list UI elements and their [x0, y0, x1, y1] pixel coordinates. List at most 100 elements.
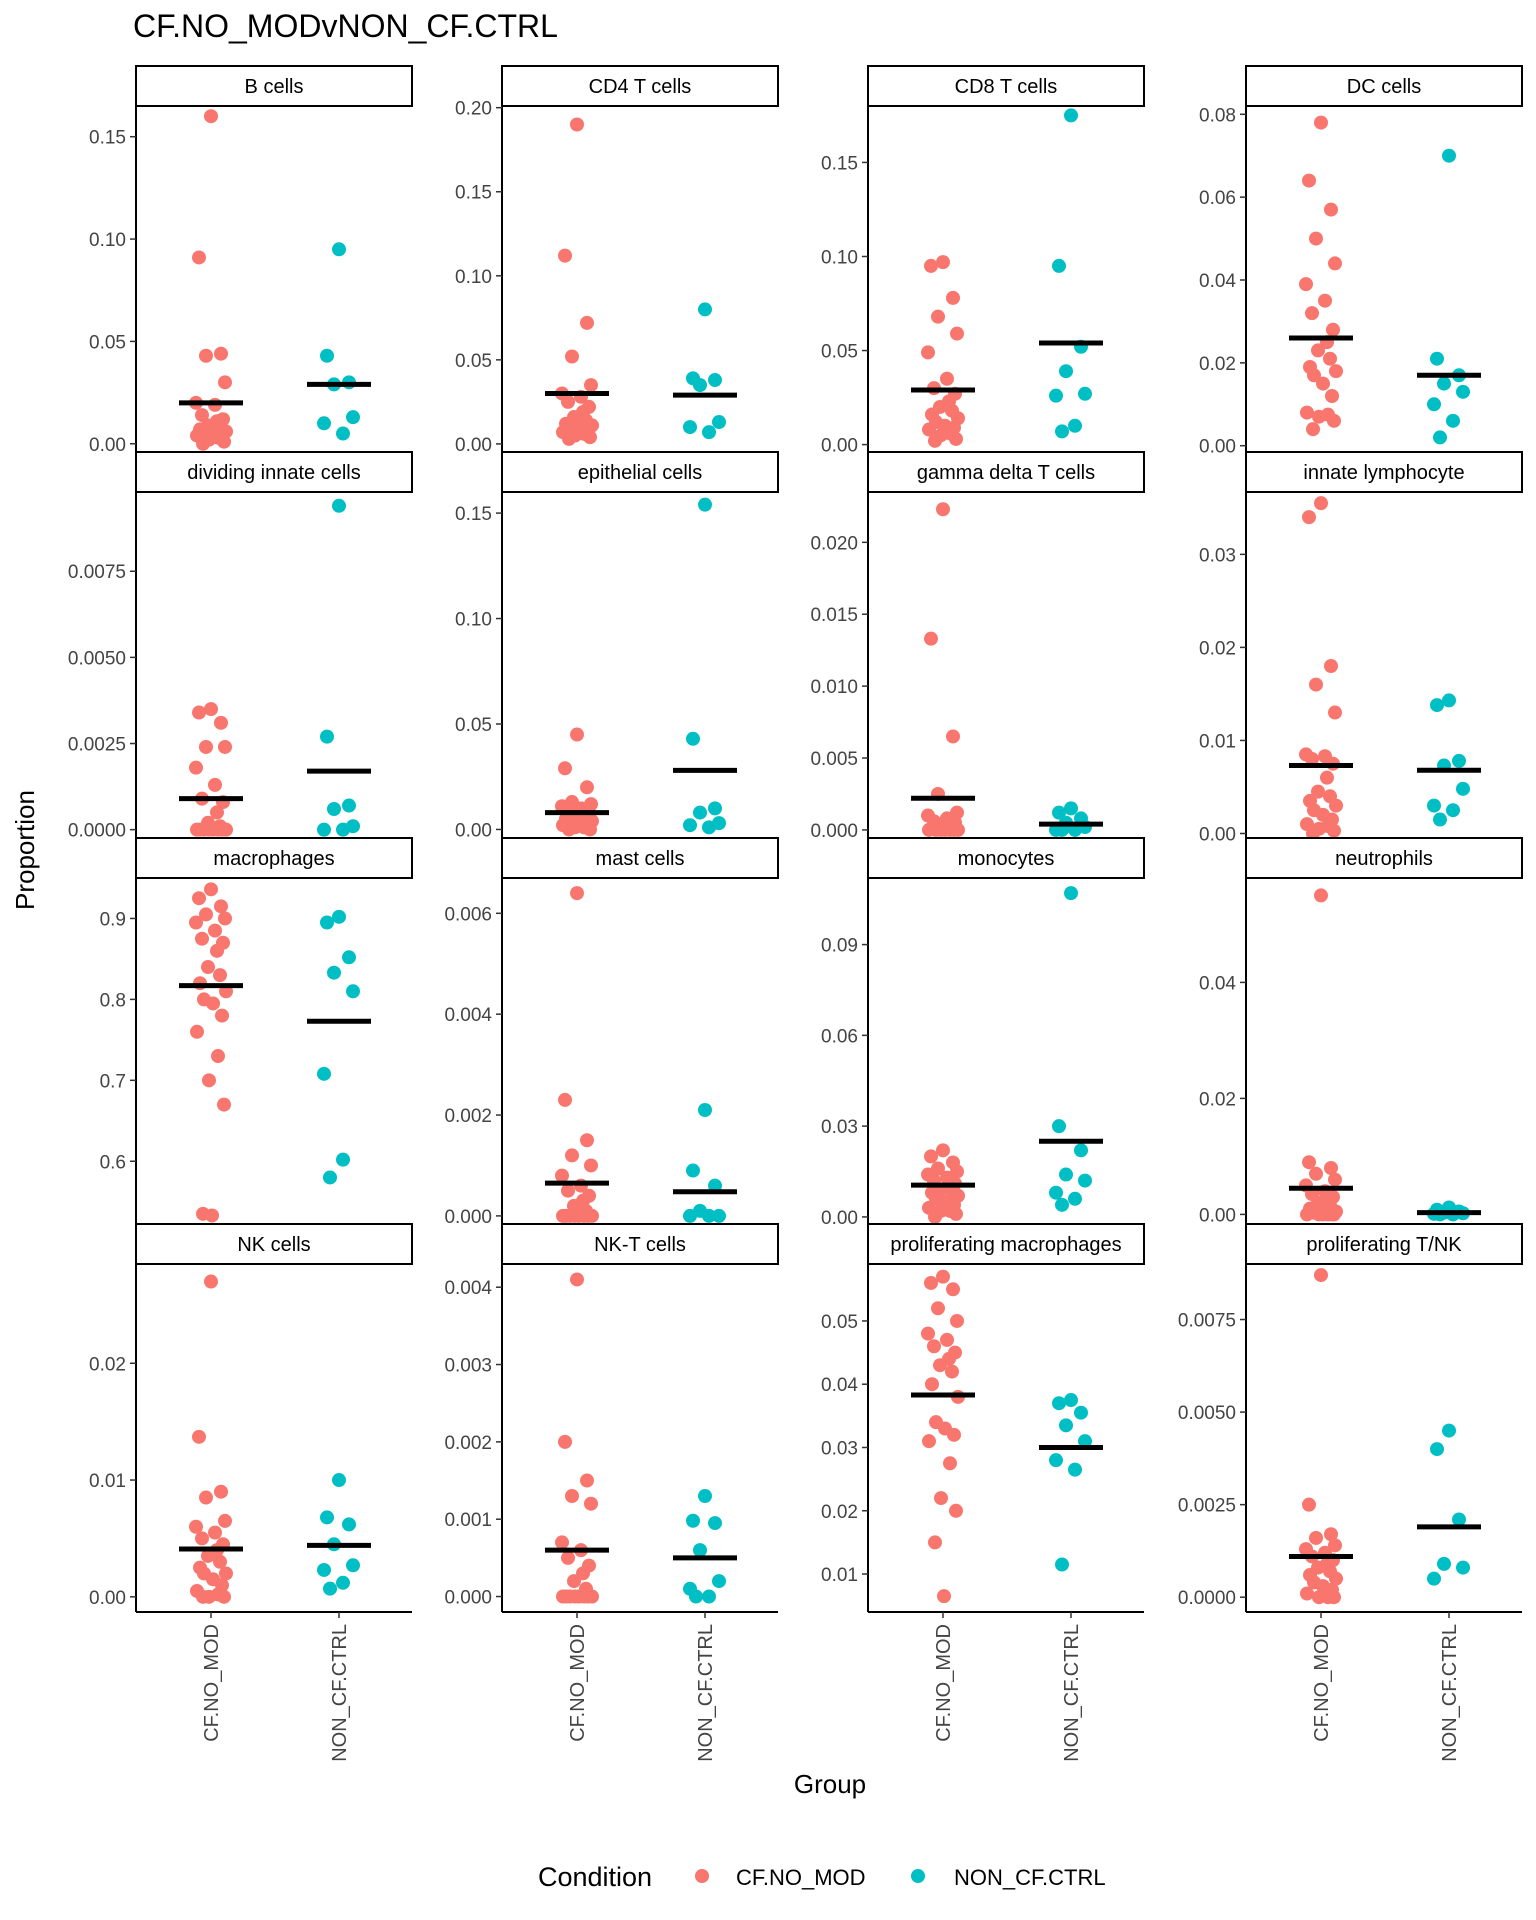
data-point-ctrl	[1064, 1393, 1078, 1408]
data-point-cf	[1311, 784, 1325, 799]
data-point-ctrl	[686, 1163, 700, 1178]
data-point-ctrl	[1064, 108, 1078, 123]
data-point-cf	[943, 1456, 957, 1471]
data-point-cf	[210, 943, 224, 958]
data-point-cf	[583, 430, 597, 445]
data-point-cf	[195, 931, 209, 946]
facet-strip	[501, 65, 779, 107]
data-point-cf	[208, 777, 222, 792]
data-point-cf	[558, 248, 572, 263]
data-point-cf	[924, 258, 938, 273]
y-tick-label: 0.020	[810, 533, 858, 554]
data-point-cf	[921, 345, 935, 360]
y-tick-label: 0.015	[810, 605, 858, 626]
data-point-ctrl	[320, 348, 334, 363]
data-point-ctrl	[1078, 386, 1092, 401]
data-point-cf	[561, 394, 575, 409]
data-point-cf	[1312, 409, 1326, 424]
data-point-ctrl	[336, 1152, 350, 1167]
data-point-ctrl	[702, 820, 716, 835]
y-tick-label: 0.15	[455, 183, 492, 204]
data-point-ctrl	[1452, 753, 1466, 768]
data-point-cf	[1302, 1497, 1316, 1512]
x-tick-label: CF.NO_MOD	[933, 1624, 955, 1742]
y-tick-label: 0.002	[444, 1106, 492, 1127]
y-tick-label: 0.00	[1199, 1205, 1236, 1226]
data-point-cf	[1300, 1586, 1314, 1601]
y-tick-label: 0.15	[455, 504, 492, 525]
data-point-cf	[218, 375, 232, 390]
data-point-cf	[949, 1206, 963, 1221]
facet-title: proliferating T/NK	[1306, 1234, 1462, 1256]
y-tick-label: 0.05	[821, 342, 858, 363]
facet-panel: proliferating macrophages 0.01 0.02 0.03 0.0…	[821, 1223, 1145, 1618]
data-point-cf	[1300, 1207, 1314, 1222]
facet-strip	[501, 1223, 779, 1265]
data-point-ctrl	[686, 1513, 700, 1528]
data-point-cf	[584, 1158, 598, 1173]
data-point-cf	[921, 1326, 935, 1341]
y-tick-label: 0.15	[821, 153, 858, 174]
data-point-cf	[218, 1513, 232, 1528]
facet-title: DC cells	[1347, 76, 1421, 98]
data-point-cf	[1314, 115, 1328, 130]
facet-title: neutrophils	[1335, 848, 1433, 870]
data-point-cf	[218, 739, 232, 754]
data-point-ctrl	[1052, 805, 1066, 820]
data-point-ctrl	[342, 950, 356, 965]
data-point-ctrl	[693, 378, 707, 393]
data-point-ctrl	[1430, 1442, 1444, 1457]
data-point-cf	[1312, 1590, 1326, 1605]
data-point-cf	[196, 1589, 210, 1604]
data-point-cf	[202, 822, 216, 837]
facet-strip	[135, 837, 413, 879]
data-point-ctrl	[1430, 698, 1444, 713]
data-point-cf	[204, 109, 218, 124]
data-point-cf	[217, 1589, 231, 1604]
y-tick-label: 0.00	[1199, 824, 1236, 845]
data-point-cf	[949, 1503, 963, 1518]
y-tick-label: 0.0025	[1178, 1496, 1236, 1517]
data-point-cf	[1328, 256, 1342, 271]
data-point-cf	[568, 1589, 582, 1604]
data-point-ctrl	[1427, 397, 1441, 412]
data-point-cf	[1326, 322, 1340, 337]
data-point-cf	[206, 996, 220, 1011]
data-point-cf	[584, 1496, 598, 1511]
data-point-ctrl	[1064, 801, 1078, 816]
y-tick-label: 0.0050	[1178, 1403, 1236, 1424]
data-point-ctrl	[342, 798, 356, 813]
data-point-cf	[922, 422, 936, 437]
data-point-cf	[1309, 1530, 1323, 1545]
y-tick-label: 0.0000	[68, 821, 126, 842]
y-tick-label: 0.00	[455, 820, 492, 841]
data-point-cf	[1309, 677, 1323, 692]
facet-panel: epithelial cells 0.00 0.05 0.10 0.15	[455, 451, 779, 841]
facet-panel: NK cells 0.00 0.01 0.02	[89, 1223, 413, 1618]
data-point-cf	[558, 1434, 572, 1449]
facet-strip	[1245, 451, 1523, 493]
facet-panel: DC cells 0.00 0.02 0.04 0.06 0.08	[1199, 65, 1523, 458]
data-point-cf	[936, 1143, 950, 1158]
y-tick-label: 0.15	[89, 128, 126, 149]
x-tick-labels: CF.NO_MOD NON_CF.CTRL CF.NO_MOD NON_CF.CTRL…	[201, 1624, 1461, 1762]
data-point-cf	[1327, 1590, 1341, 1605]
data-point-ctrl	[1442, 148, 1456, 163]
data-point-cf	[189, 915, 203, 930]
data-point-ctrl	[698, 1103, 712, 1117]
data-point-cf	[1324, 659, 1338, 673]
y-tick-label: 0.10	[821, 247, 858, 268]
x-tick-label: CF.NO_MOD	[1311, 1624, 1333, 1742]
y-tick-label: 0.01	[821, 1565, 858, 1586]
data-point-cf	[1309, 1166, 1323, 1181]
y-tick-label: 0.01	[89, 1471, 126, 1492]
data-point-ctrl	[708, 1516, 722, 1531]
facet-title: CD4 T cells	[589, 76, 692, 98]
facet-panel: CD8 T cells 0.00 0.05 0.10 0.15	[821, 65, 1145, 457]
data-point-ctrl	[683, 1208, 697, 1223]
data-point-cf	[934, 822, 948, 837]
data-point-cf	[580, 1473, 594, 1488]
y-tick-label: 0.04	[821, 1375, 858, 1396]
data-point-cf	[927, 1339, 941, 1354]
data-point-ctrl	[1442, 1423, 1456, 1438]
